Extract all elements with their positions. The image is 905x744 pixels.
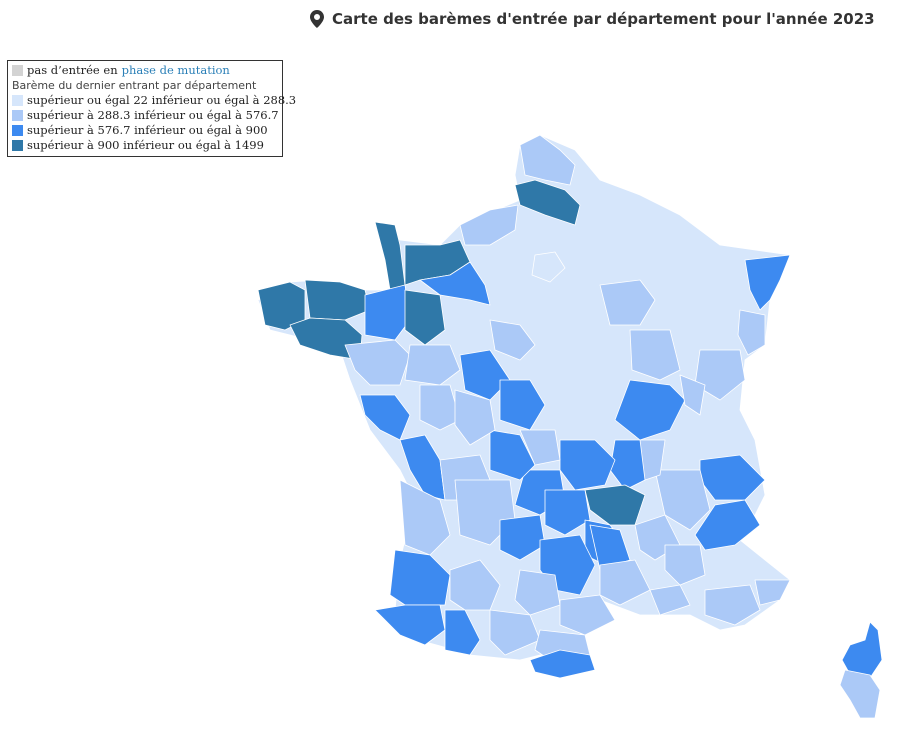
dept-cote-or[interactable] [614,379,686,441]
dept-loire-atlantique[interactable] [344,339,411,386]
dept-correze[interactable] [544,489,591,536]
legend-class-4-label: supérieur à 900 inférieur ou égal à 1499 [27,138,264,152]
legend-phase-link[interactable]: phase de mutation [121,63,230,77]
dept-landes[interactable] [389,549,451,606]
dept-doubs[interactable] [694,349,746,401]
dept-paris-area[interactable] [531,251,566,283]
dept-savoie[interactable] [694,499,761,551]
dept-alpes-maritimes[interactable] [754,579,791,606]
dept-lozere[interactable] [589,524,631,571]
dept-eure[interactable] [419,261,491,306]
dept-var[interactable] [704,584,761,626]
dept-haute-marne[interactable] [629,329,681,381]
legend-class-4: supérieur à 900 inférieur ou égal à 1499 [12,138,278,153]
dept-seine-maritime[interactable] [459,204,519,246]
dept-nord[interactable] [519,134,576,186]
legend-swatch-class-4 [12,140,23,151]
dept-tarn[interactable] [514,569,561,616]
dept-somme[interactable] [514,179,581,226]
dept-haute-corse[interactable] [841,621,883,679]
dept-lot[interactable] [499,514,546,561]
dept-drome[interactable] [664,544,706,586]
map-title-text: Carte des barèmes d'entrée par départeme… [332,10,875,28]
legend-class-3: supérieur à 576.7 inférieur ou égal à 90… [12,123,278,138]
dept-deux-sevres[interactable] [419,384,461,431]
dept-herault[interactable] [559,594,616,636]
legend-no-entry-label: pas d’entrée en [27,63,118,77]
legend-swatch-no-entry [12,65,23,76]
dept-isere[interactable] [654,469,711,531]
dept-gironde[interactable] [399,479,451,556]
legend-class-2: supérieur à 288.3 inférieur ou égal à 57… [12,108,279,123]
dept-haute-garonne[interactable] [489,609,541,656]
dept-cher[interactable] [499,379,546,431]
dept-marne[interactable] [599,279,656,326]
dept-mayenne-sarthe[interactable] [404,289,446,346]
dept-vienne[interactable] [454,389,496,446]
dept-hautes-pyrenees[interactable] [444,609,481,656]
dept-ille-vilaine[interactable] [364,284,411,341]
legend: pas d’entrée en phase de mutation Barème… [7,60,296,157]
dept-haute-vienne[interactable] [489,429,536,481]
map-title: Carte des barèmes d'entrée par départeme… [310,8,890,30]
dept-cotes-armor[interactable] [304,279,371,321]
dept-loiret[interactable] [489,319,536,361]
legend-class-3-label: supérieur à 576.7 inférieur ou égal à 90… [27,123,268,137]
dept-indre-loire[interactable] [404,344,461,386]
dept-corse-du-sud[interactable] [839,669,881,719]
dept-haut-rhin[interactable] [737,309,766,356]
legend-class-1: supérieur ou égal 22 inférieur ou égal à… [12,93,296,108]
dept-pyrenees-orientales[interactable] [529,649,596,679]
dept-vaucluse[interactable] [649,584,691,616]
dept-indre[interactable] [519,429,561,466]
legend-swatch-class-1 [12,95,23,106]
legend-class-2-label: supérieur à 288.3 inférieur ou égal à 57… [27,108,279,122]
dept-manche[interactable] [374,221,406,291]
map-marker-icon [310,10,324,28]
legend-swatch-class-2 [12,110,23,121]
dept-gard[interactable] [599,559,651,606]
dept-bas-rhin[interactable] [744,254,791,311]
legend-swatch-class-3 [12,125,23,136]
dept-jura[interactable] [679,374,706,416]
legend-class-1-label: supérieur ou égal 22 inférieur ou égal à… [27,93,297,107]
legend-heading: Barème du dernier entrant par départemen… [12,79,257,92]
legend-no-entry: pas d’entrée en phase de mutation [12,63,278,78]
